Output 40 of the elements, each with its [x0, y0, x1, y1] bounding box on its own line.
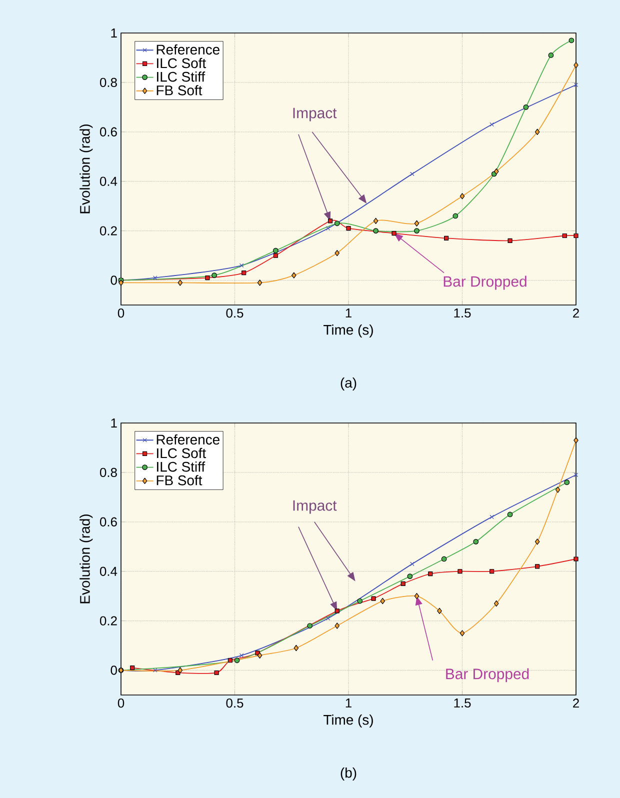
x-tick-label: 1: [346, 698, 352, 708]
x-tick-label: 0: [118, 698, 124, 708]
annotation: Impact: [293, 500, 337, 514]
y-axis-title: Evolution (rad): [80, 124, 93, 214]
x-tick-label: 1.5: [454, 698, 471, 708]
y-tick-label: 0.8: [100, 468, 117, 478]
y-tick-label: 0.6: [100, 127, 117, 136]
x-tick-label: 1: [346, 308, 352, 318]
text: (a): [340, 377, 356, 390]
legend-label: ILC Stiff: [157, 71, 206, 82]
x-tick-label: 2: [573, 698, 579, 708]
x-tick-label: 1.5: [454, 308, 471, 318]
y-tick-label: 0.4: [100, 176, 118, 186]
y-tick-label: 0.6: [100, 517, 117, 526]
y-tick-label: 0: [110, 276, 117, 285]
x-axis-title: Time (s): [324, 714, 373, 728]
x-tick-label: 2: [573, 308, 579, 318]
x-tick-label: 0.5: [226, 308, 244, 318]
y-tick-label: 1: [111, 28, 117, 38]
y-tick-label: 0.2: [100, 616, 117, 626]
legend-label: Reference: [156, 434, 220, 445]
text: (b): [340, 767, 356, 780]
legend-label: FB Soft: [156, 85, 202, 96]
annotation: Bar Dropped: [446, 668, 529, 682]
x-tick-label: 0.5: [226, 698, 244, 708]
y-tick-label: 1: [111, 418, 117, 428]
legend-label: ILC Soft: [157, 448, 206, 458]
legend-label: Reference: [156, 44, 220, 55]
y-tick-label: 0.2: [100, 226, 117, 236]
legend-label: ILC Soft: [157, 58, 206, 68]
legend-label: FB Soft: [156, 475, 202, 486]
annotation: Impact: [293, 108, 337, 122]
x-axis-title: Time (s): [324, 324, 373, 338]
y-tick-label: 0: [110, 666, 117, 675]
annotation: Bar Dropped: [444, 276, 526, 290]
legend-label: ILC Stiff: [157, 461, 206, 472]
x-tick-label: 0: [118, 308, 124, 318]
y-axis-title: Evolution (rad): [80, 514, 93, 604]
y-tick-label: 0.4: [100, 566, 118, 576]
y-tick-label: 0.8: [100, 78, 117, 88]
